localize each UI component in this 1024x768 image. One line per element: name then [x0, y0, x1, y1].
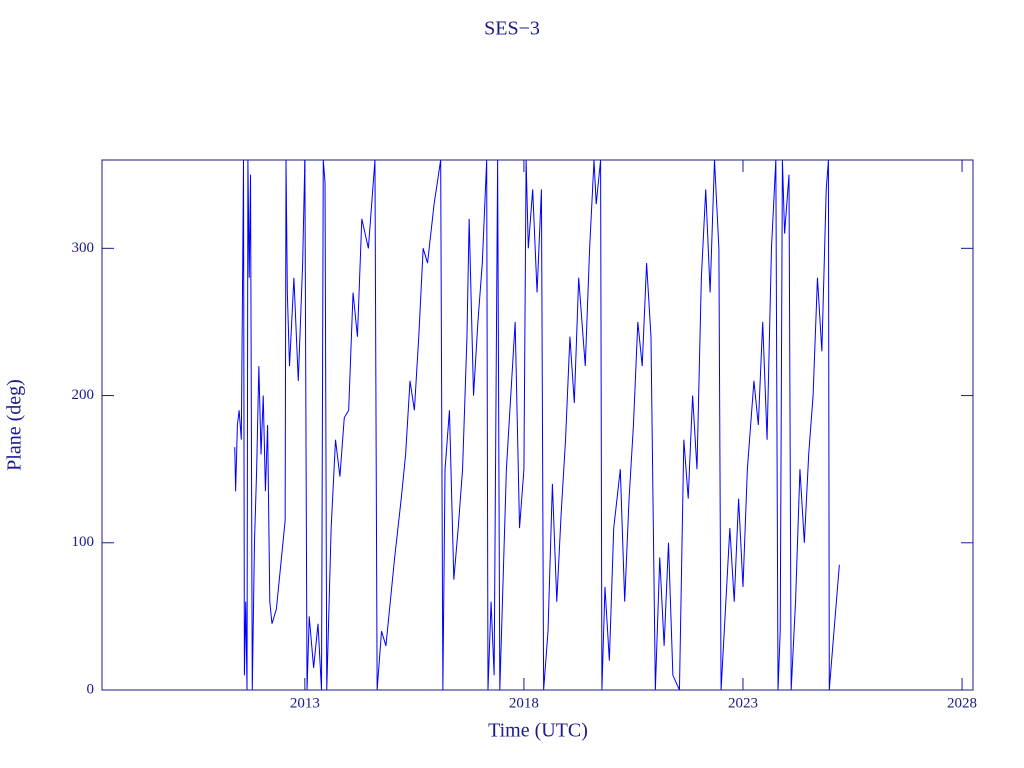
plot-frame	[101, 159, 974, 691]
data-line	[234, 159, 840, 691]
y-axis-label: Plane (deg)	[4, 379, 26, 471]
x-axis-label: Time (UTC)	[488, 720, 588, 742]
chart-title: SES−3	[484, 18, 540, 40]
y-tick-label: 200	[72, 387, 95, 403]
y-tick-label: 300	[72, 240, 95, 256]
x-tick-label: 2013	[290, 695, 320, 711]
x-tick-label: 2028	[947, 695, 977, 711]
y-tick-label: 100	[72, 534, 95, 550]
y-tick-label: 0	[87, 681, 95, 697]
x-tick-label: 2018	[509, 695, 539, 711]
x-tick-label: 2023	[728, 695, 758, 711]
